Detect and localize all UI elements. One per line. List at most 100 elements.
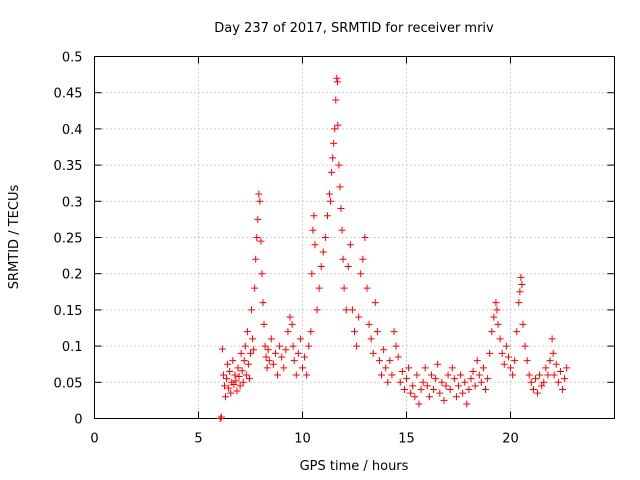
data-point: [518, 281, 526, 289]
data-point: [250, 346, 258, 354]
data-point: [436, 389, 444, 397]
data-point: [438, 378, 446, 386]
data-point: [423, 382, 431, 390]
data-point: [340, 284, 348, 292]
data-point: [425, 393, 433, 401]
y-tick-label: 0.4: [62, 123, 83, 138]
data-point: [294, 349, 302, 357]
data-point: [400, 386, 408, 394]
data-point: [415, 400, 423, 408]
data-point: [471, 382, 479, 390]
data-point: [330, 139, 338, 147]
data-point: [265, 357, 273, 365]
data-point: [288, 320, 296, 328]
data-point: [231, 371, 239, 379]
data-point: [333, 74, 341, 82]
data-point: [534, 389, 542, 397]
data-point: [493, 306, 501, 314]
data-point: [536, 371, 544, 379]
data-points: [216, 74, 571, 422]
data-point: [311, 241, 319, 249]
data-point: [363, 284, 371, 292]
data-point: [244, 360, 252, 368]
data-point: [232, 377, 240, 385]
data-point: [310, 212, 318, 220]
data-point: [317, 262, 325, 270]
data-point: [563, 364, 571, 372]
data-point: [321, 234, 329, 241]
data-point: [226, 367, 234, 375]
data-point: [313, 306, 321, 314]
data-point: [301, 353, 309, 361]
data-point: [442, 382, 450, 390]
data-point: [249, 335, 257, 343]
x-axis-label: GPS time / hours: [300, 459, 409, 474]
y-tick-label: 0.45: [54, 87, 83, 102]
data-point: [509, 371, 517, 379]
data-point: [307, 328, 315, 336]
data-point: [255, 190, 263, 198]
chart-title: Day 237 of 2017, SRMTID for receiver mri…: [214, 21, 494, 36]
data-point: [392, 342, 400, 350]
data-point: [351, 328, 358, 336]
data-point: [238, 367, 246, 375]
data-point: [378, 371, 386, 379]
data-point: [446, 386, 454, 394]
data-point: [248, 306, 256, 314]
data-point: [229, 357, 237, 365]
data-point: [556, 367, 564, 375]
data-point: [223, 375, 231, 383]
data-point: [225, 384, 233, 392]
data-point: [284, 328, 292, 336]
data-point: [237, 349, 245, 357]
data-point: [432, 375, 440, 383]
data-point: [219, 371, 227, 379]
data-point: [554, 378, 562, 386]
data-point: [529, 386, 537, 394]
data-point: [527, 378, 535, 386]
data-point: [494, 320, 502, 328]
data-point: [280, 364, 288, 372]
data-point: [342, 306, 350, 314]
data-point: [479, 364, 487, 372]
data-point: [455, 382, 462, 390]
data-point: [346, 241, 354, 249]
data-point: [239, 378, 247, 386]
data-point: [305, 342, 313, 350]
data-point: [461, 378, 469, 386]
data-point: [403, 375, 410, 383]
data-point: [337, 205, 345, 213]
data-point: [332, 96, 340, 104]
data-point: [419, 378, 427, 386]
data-point: [521, 342, 529, 350]
data-point: [245, 375, 253, 383]
data-point: [233, 387, 241, 395]
data-point: [243, 328, 251, 336]
data-point: [496, 335, 504, 343]
data-point: [531, 375, 539, 383]
data-point: [504, 353, 512, 361]
data-point: [371, 299, 379, 307]
data-point: [546, 357, 554, 365]
data-point: [498, 349, 506, 357]
data-point: [542, 364, 550, 372]
data-point: [484, 375, 492, 383]
data-point: [544, 371, 552, 379]
data-point: [482, 386, 490, 394]
data-point: [398, 367, 406, 375]
data-point: [292, 371, 300, 379]
data-point: [502, 342, 510, 350]
data-point: [513, 328, 521, 336]
data-point: [367, 335, 375, 343]
data-point: [259, 299, 267, 307]
x-tick-label: 0: [90, 432, 98, 447]
data-point: [519, 320, 527, 328]
data-point: [473, 357, 481, 365]
x-tick-label: 15: [398, 432, 415, 447]
data-point: [327, 197, 335, 205]
data-point: [548, 335, 556, 343]
data-point: [386, 357, 394, 365]
y-tick-label: 0.1: [62, 340, 83, 355]
data-point: [538, 382, 546, 390]
data-point: [405, 364, 413, 372]
